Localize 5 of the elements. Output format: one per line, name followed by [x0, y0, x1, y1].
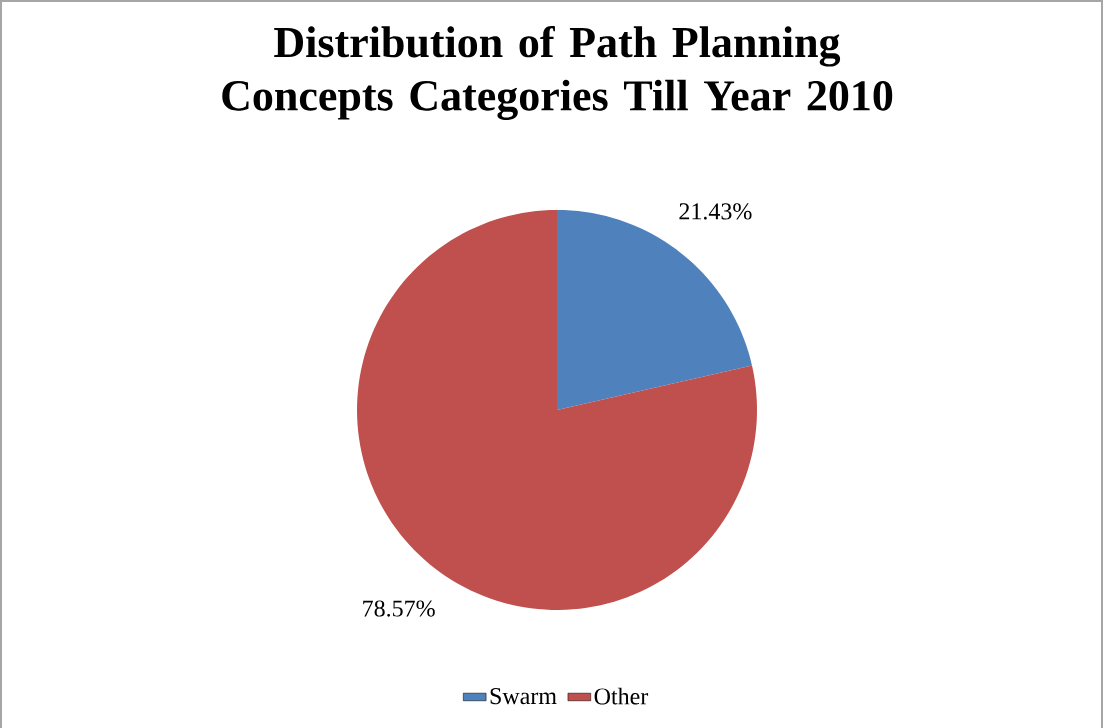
data-label: 78.57%: [363, 600, 435, 617]
legend-label: Other: [594, 687, 649, 705]
legend-label: Swarm: [490, 688, 557, 705]
chart-title: Distribution of Path Planning Concepts Categories Till Year 2010: [222, 25, 893, 120]
data-label: 21.43%: [679, 203, 752, 220]
